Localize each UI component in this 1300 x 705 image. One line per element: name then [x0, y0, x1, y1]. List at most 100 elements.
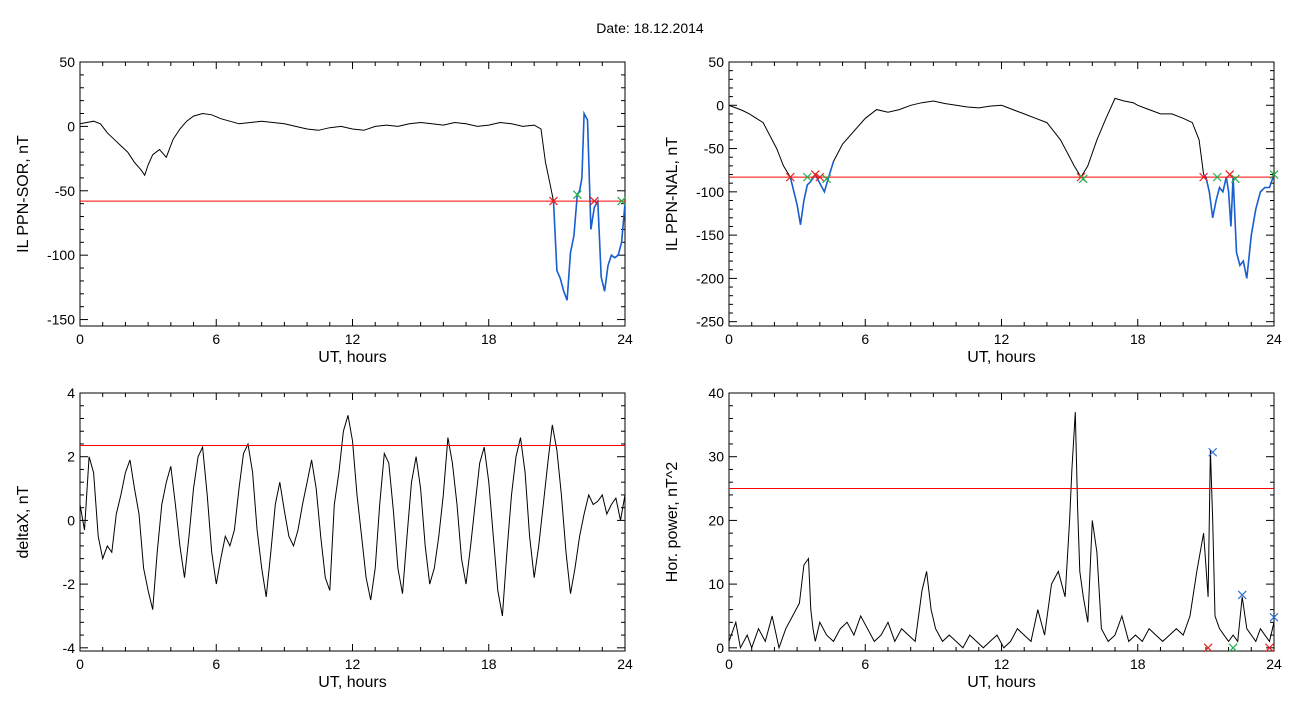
event-marker: [1225, 170, 1235, 179]
event-marker: [785, 172, 795, 182]
event-marker: [815, 172, 825, 182]
x-tick-label: 6: [212, 331, 220, 347]
x-tick-label: 12: [994, 331, 1010, 347]
y-axis-label: IL PPN-NAL, nT: [664, 137, 681, 251]
marker-stroke: [1228, 643, 1238, 653]
marker-stroke: [1265, 643, 1274, 653]
marker-stroke: [1269, 612, 1279, 622]
y-axis-label: IL PPN-SOR, nT: [15, 135, 32, 253]
y-axis-label: Hor. power, nT^2: [664, 462, 681, 583]
event-marker: [589, 196, 599, 206]
x-axis-label: UT, hours: [318, 674, 386, 691]
marker-stroke: [1237, 590, 1247, 600]
x-tick-label: 0: [725, 331, 733, 347]
plot-panel-4: 0 6 12 18 24 0 10 20 30 40 UT, hours Hor. power, nT…: [664, 385, 1282, 691]
y-tick-label: 20: [708, 512, 724, 528]
marker-stroke: [1269, 170, 1279, 179]
x-tick-label: 0: [76, 331, 84, 347]
event-marker: [1265, 643, 1274, 653]
event-marker: [1228, 643, 1238, 653]
y-tick-label: 50: [708, 54, 724, 70]
x-tick-label: 0: [725, 656, 733, 672]
y-tick-label: 50: [59, 54, 75, 70]
data-series-line: [729, 97, 1274, 279]
marker-stroke: [1230, 174, 1240, 184]
marker-stroke: [1199, 172, 1209, 182]
x-tick-label: 6: [861, 656, 869, 672]
x-tick-label: 24: [1266, 656, 1282, 672]
x-tick-label: 18: [1130, 656, 1146, 672]
x-tick-label: 12: [345, 331, 361, 347]
plot-frame: [728, 61, 1275, 327]
event-marker: [1078, 174, 1088, 184]
event-marker: [810, 170, 820, 179]
x-tick-label: 24: [617, 331, 633, 347]
y-tick-label: -150: [696, 227, 724, 243]
marker-stroke: [802, 172, 812, 182]
x-axis-label: UT, hours: [967, 349, 1035, 366]
event-marker: [1269, 170, 1279, 179]
y-tick-label: -100: [696, 184, 724, 200]
y-tick-label: 40: [708, 385, 724, 401]
event-marker: [1208, 447, 1218, 457]
x-tick-label: 12: [345, 656, 361, 672]
x-tick-label: 18: [481, 331, 497, 347]
marker-stroke: [785, 172, 795, 182]
y-axis-label: deltaX, nT: [15, 485, 32, 558]
marker-stroke: [572, 190, 582, 200]
x-axis-label: UT, hours: [967, 674, 1035, 691]
y-tick-label: -250: [696, 314, 724, 330]
marker-stroke: [549, 196, 558, 206]
marker-stroke: [822, 174, 832, 184]
event-marker: [1269, 612, 1279, 622]
y-tick-label: 2: [67, 449, 75, 465]
marker-stroke: [815, 172, 825, 182]
highlighted-segment: [1203, 173, 1274, 279]
y-tick-label: 0: [67, 512, 75, 528]
y-tick-label: 4: [67, 385, 75, 401]
marker-stroke: [1212, 172, 1222, 182]
marker-stroke: [1208, 447, 1218, 457]
event-marker: [1230, 174, 1240, 184]
data-series-line: [80, 111, 625, 301]
y-tick-label: 30: [708, 449, 724, 465]
x-tick-label: 24: [1266, 331, 1282, 347]
y-tick-label: -50: [704, 141, 724, 157]
marker-stroke: [589, 196, 599, 206]
y-tick-label: -50: [55, 183, 75, 199]
x-tick-label: 6: [861, 331, 869, 347]
data-series-line: [80, 415, 625, 617]
event-marker: [1203, 643, 1213, 653]
y-tick-label: -150: [47, 312, 75, 328]
x-tick-label: 18: [481, 656, 497, 672]
event-marker: [802, 172, 812, 182]
plot-frame: [79, 392, 626, 652]
x-tick-label: 0: [76, 656, 84, 672]
x-tick-label: 12: [994, 656, 1010, 672]
x-tick-label: 6: [212, 656, 220, 672]
y-tick-label: -100: [47, 247, 75, 263]
plot-frame: [79, 61, 626, 327]
y-tick-label: 0: [716, 97, 724, 113]
figure-title: Date: 18.12.2014: [596, 20, 704, 36]
x-tick-label: 18: [1130, 331, 1146, 347]
y-tick-label: 0: [716, 640, 724, 656]
x-tick-label: 24: [617, 656, 633, 672]
marker-stroke: [1203, 643, 1213, 653]
marker-stroke: [617, 196, 627, 206]
event-marker: [822, 174, 832, 184]
y-tick-label: -200: [696, 270, 724, 286]
y-tick-label: -2: [63, 576, 76, 592]
marker-stroke: [1225, 170, 1235, 179]
plot-panel-2: 0 6 12 18 24 -250 -200 -150 -100 -50 0 50 UT, hours I…: [664, 54, 1282, 366]
plot-panel-1: 0 6 12 18 24 -150 -100 -50 0 50 UT, hours IL PPN-SO…: [15, 54, 633, 366]
highlighted-segment: [552, 110, 625, 301]
event-marker: [549, 196, 558, 206]
marker-stroke: [1078, 174, 1088, 184]
event-marker: [1199, 172, 1209, 182]
event-marker: [1212, 172, 1222, 182]
x-axis-label: UT, hours: [318, 349, 386, 366]
